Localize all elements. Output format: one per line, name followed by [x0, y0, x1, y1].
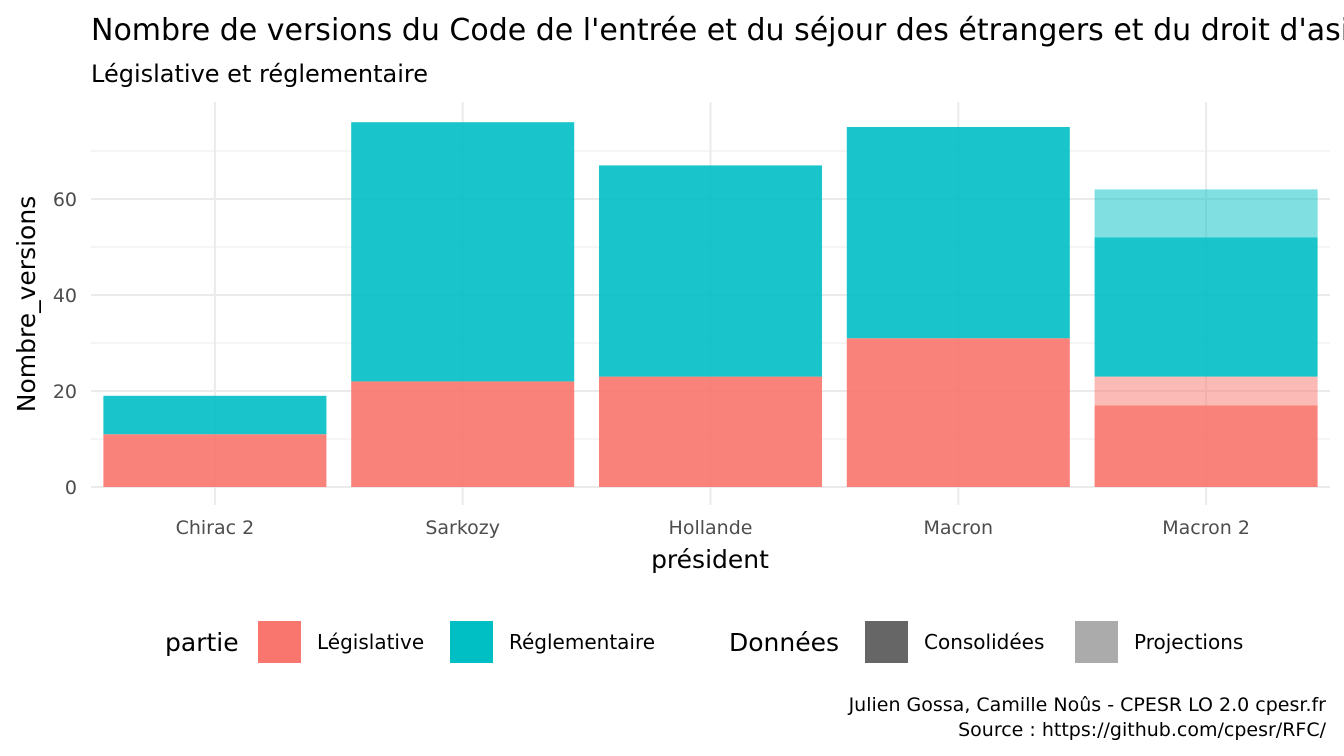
- y-axis-ticks: 0 20 40 60: [53, 189, 77, 499]
- y-tick-label: 60: [53, 189, 77, 211]
- x-tick-label: Hollande: [669, 517, 753, 539]
- bar-segment-reglementaire: [1094, 237, 1318, 377]
- x-tick-label: Chirac 2: [176, 517, 255, 539]
- bar-segment-legislative: [103, 434, 327, 487]
- legend-label-reglementaire: Réglementaire: [509, 630, 655, 654]
- legend-partie-title: partie: [165, 628, 239, 657]
- x-tick-label: Sarkozy: [425, 517, 500, 539]
- bars: [103, 122, 1318, 487]
- legend-label-consolidees: Consolidées: [924, 630, 1044, 654]
- bar-segment-reglementaire: [846, 127, 1070, 339]
- x-tick-label: Macron 2: [1162, 517, 1250, 539]
- legend-key-consolidees: [865, 621, 908, 663]
- legend-donnees-title: Données: [729, 628, 839, 657]
- legend-key-reglementaire: [450, 621, 493, 663]
- bar-segment-legislative: [846, 338, 1070, 487]
- bar-segment-legislative: [351, 381, 575, 487]
- y-axis-title: Nombre_versions: [12, 196, 41, 412]
- bar-segment-reglementaire-projection: [1094, 189, 1318, 238]
- bar-segment-legislative: [1094, 405, 1318, 487]
- y-tick-label: 40: [53, 285, 77, 307]
- legend-partie: partie Législative Réglementaire: [165, 621, 655, 663]
- caption-credits: Julien Gossa, Camille Noûs - CPESR LO 2.…: [848, 694, 1327, 716]
- x-axis-ticks: Chirac 2 Sarkozy Hollande Macron Macron 2: [176, 517, 1250, 539]
- bar-segment-reglementaire: [351, 122, 575, 382]
- legend-key-legislative: [258, 621, 301, 663]
- x-tick-label: Macron: [924, 517, 994, 539]
- legend-label-legislative: Législative: [317, 630, 424, 654]
- legend-label-projections: Projections: [1134, 630, 1243, 654]
- legend-key-projections: [1075, 621, 1118, 663]
- bar-segment-legislative: [598, 376, 823, 487]
- y-tick-label: 0: [65, 477, 77, 499]
- legend-donnees: Données Consolidées Projections: [729, 621, 1243, 663]
- chart-title: Nombre de versions du Code de l'entrée e…: [91, 13, 1344, 48]
- bar-segment-legislative-projection: [1094, 376, 1318, 406]
- x-axis-title: président: [651, 545, 769, 574]
- y-tick-label: 20: [53, 381, 77, 403]
- chart-subtitle: Législative et réglementaire: [91, 60, 428, 88]
- bar-segment-reglementaire: [598, 165, 823, 377]
- bar-segment-reglementaire: [103, 395, 327, 435]
- caption-source: Source : https://github.com/cpesr/RFC/: [958, 719, 1327, 741]
